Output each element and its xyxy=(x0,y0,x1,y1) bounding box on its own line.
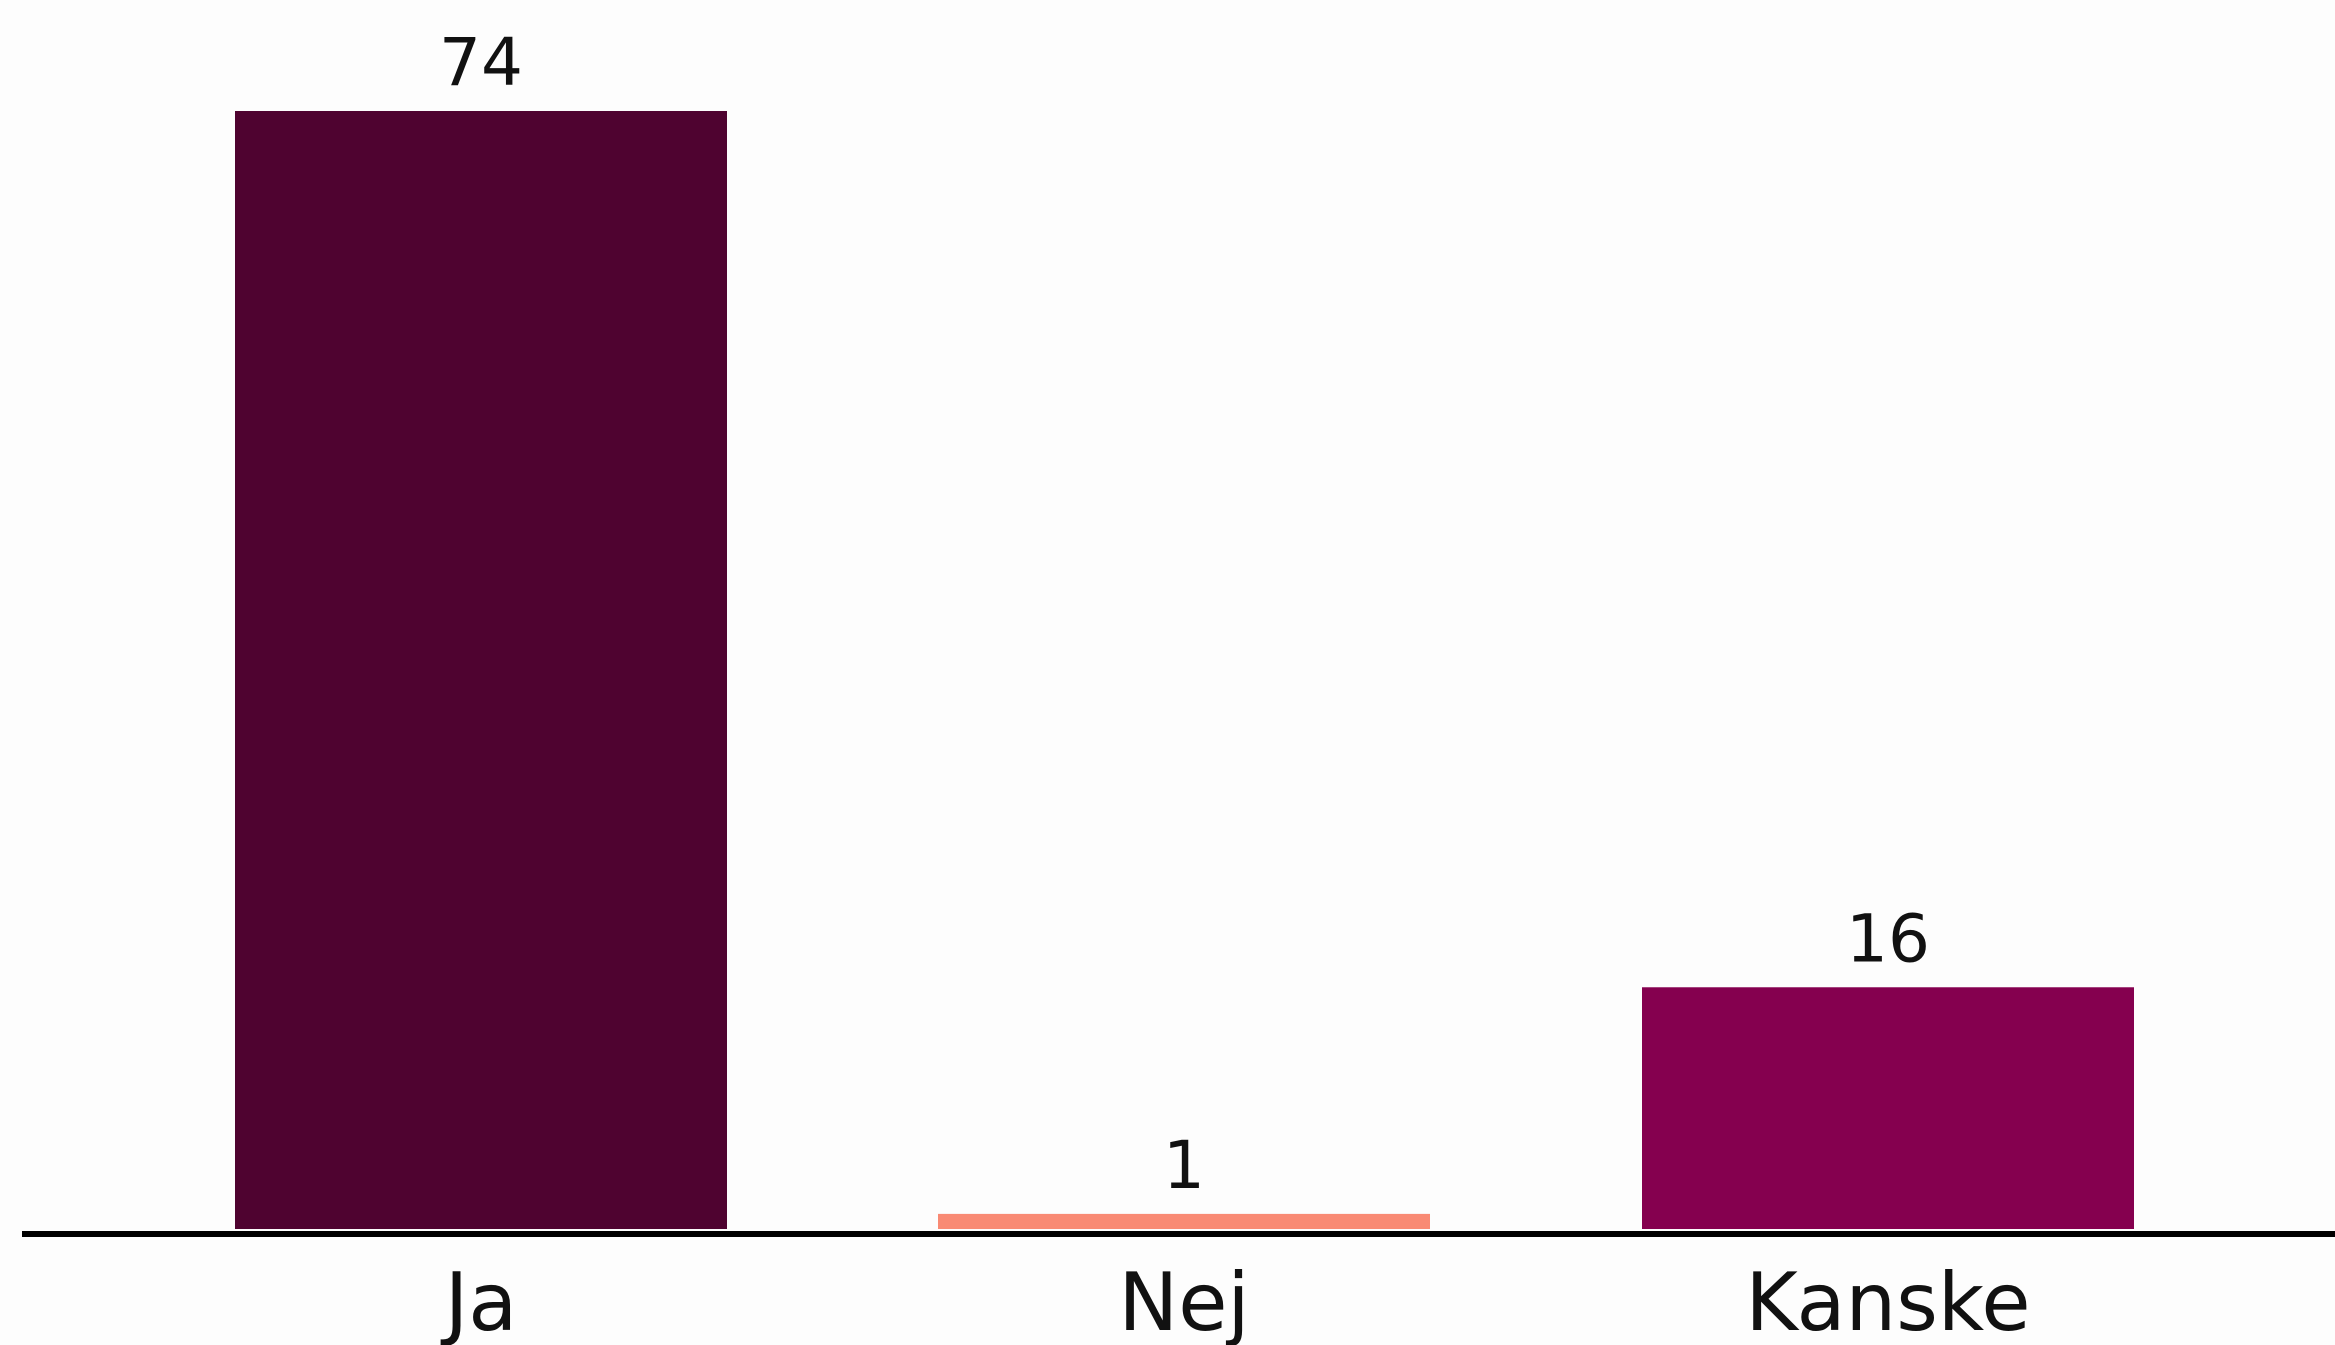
category-label-ja: Ja xyxy=(440,1256,518,1345)
bar-kanske xyxy=(1642,987,2134,1229)
category-labels-group: Ja Nej Kanske xyxy=(440,1256,2031,1345)
bar-nej xyxy=(938,1213,1430,1229)
category-label-nej: Nej xyxy=(1118,1256,1249,1345)
category-label-kanske: Kanske xyxy=(1745,1256,2030,1345)
value-label-kanske: 16 xyxy=(1846,900,1930,977)
value-label-ja: 74 xyxy=(439,24,523,101)
bar-ja xyxy=(235,111,727,1229)
value-labels-group: 74 1 16 xyxy=(439,24,1930,1204)
bars-group xyxy=(235,111,2134,1229)
value-label-nej: 1 xyxy=(1163,1127,1205,1204)
